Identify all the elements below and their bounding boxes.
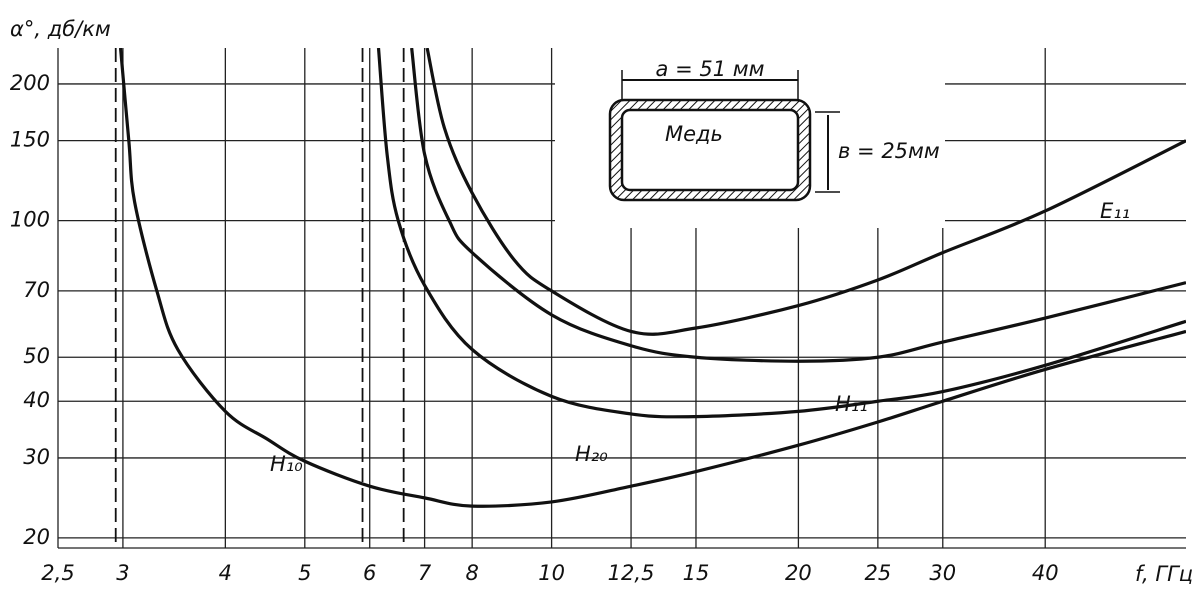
curve-label: E₁₁ <box>1100 199 1130 223</box>
inset-material: Медь <box>665 122 723 146</box>
x-tick-label: 7 <box>418 561 432 585</box>
inset-height-label: в = 25мм <box>838 139 940 163</box>
x-tick-label: 10 <box>538 561 565 585</box>
x-tick-label: 3 <box>116 561 129 585</box>
y-tick-label: 30 <box>23 445 50 469</box>
curve <box>410 48 1186 363</box>
x-tick-label: 8 <box>465 561 478 585</box>
y-tick-label: 20 <box>23 525 50 549</box>
y-tick-label: 150 <box>10 128 50 152</box>
curve <box>118 48 1186 508</box>
y-axis-label: α°, дб/км <box>10 17 111 41</box>
x-tick-label: 5 <box>298 561 311 585</box>
x-tick-label: 4 <box>219 561 232 585</box>
y-tick-label: 100 <box>10 208 50 232</box>
curve <box>376 48 1186 419</box>
x-tick-label: 20 <box>785 561 812 585</box>
x-axis-label: f, ГГц <box>1135 562 1193 586</box>
curves <box>118 48 1186 508</box>
curve <box>425 48 1186 336</box>
x-tick-label: 40 <box>1032 561 1059 585</box>
curve-label: H₁₀ <box>270 452 303 476</box>
inset-width-label: a = 51 мм <box>656 57 765 81</box>
x-tick-label: 2,5 <box>41 561 74 585</box>
curve-label: H₂₀ <box>575 442 608 466</box>
x-tick-label: 30 <box>929 561 956 585</box>
x-tick-label: 6 <box>363 561 376 585</box>
curve-label: H₁₁ <box>835 392 868 416</box>
inset: a = 51 мм в = 25мм Медь <box>555 48 945 228</box>
x-tick-label: 15 <box>683 561 710 585</box>
y-tick-label: 70 <box>23 278 50 302</box>
y-tick-label: 50 <box>23 344 50 368</box>
y-tick-label: 40 <box>23 388 50 412</box>
x-tick-label: 12,5 <box>608 561 655 585</box>
y-tick-label: 200 <box>10 71 50 95</box>
x-tick-label: 25 <box>864 561 891 585</box>
